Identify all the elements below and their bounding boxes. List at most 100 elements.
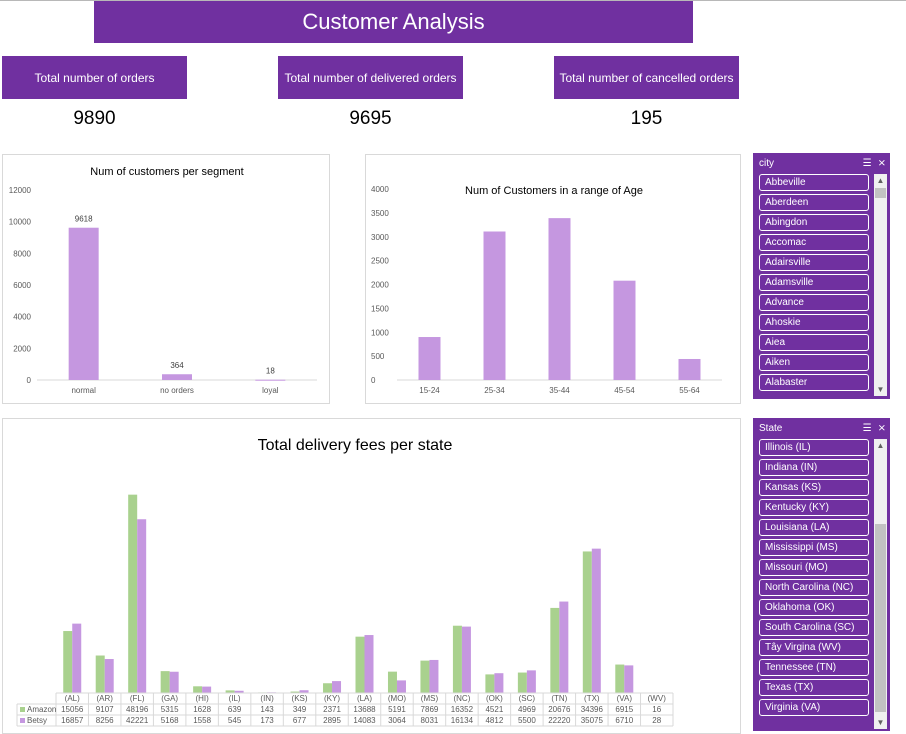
bar-betsy: [137, 519, 147, 693]
bar-betsy: [624, 665, 634, 693]
y-tick-label: 1500: [371, 304, 389, 313]
bar-betsy: [559, 601, 569, 693]
x-tick-label: 15-24: [419, 386, 440, 395]
x-tick-label: (OK): [486, 694, 503, 703]
slicer-item[interactable]: Aiken: [759, 354, 869, 371]
sheet-top-border: [0, 0, 906, 1]
bar-amazon: [485, 674, 495, 693]
y-tick-label: 0: [27, 376, 32, 385]
slicer-item[interactable]: North Carolina (NC): [759, 579, 869, 596]
chart-segment-svg: Num of customers per segment 0 2000 4000 600…: [9, 166, 317, 395]
x-tick-label: (MO): [388, 694, 407, 703]
slicer-item[interactable]: Abbeville: [759, 174, 869, 191]
chart-age[interactable]: Num of Customers in a range of Age 0 500 10…: [365, 154, 741, 404]
slicer-item[interactable]: Kansas (KS): [759, 479, 869, 496]
x-tick-label: (FL): [130, 694, 145, 703]
chart-segment[interactable]: Num of customers per segment 0 2000 4000 600…: [2, 154, 330, 404]
bar-betsy: [494, 673, 504, 693]
slicer-item[interactable]: Alabaster: [759, 374, 869, 391]
kpi-delivered-orders-label: Total number of delivered orders: [278, 56, 463, 99]
bar-betsy: [396, 680, 406, 693]
city-slicer-list: Abbeville Aberdeen Abingdon Accomac Adairsvi…: [759, 174, 869, 394]
bar-amazon: [128, 494, 138, 693]
table-cell: 8031: [421, 716, 439, 725]
slicer-item[interactable]: Aberdeen: [759, 194, 869, 211]
y-tick-label: 3000: [371, 233, 389, 242]
table-cell: 349: [293, 705, 307, 714]
slicer-item[interactable]: Abingdon: [759, 214, 869, 231]
state-slicer-scrollbar[interactable]: ▲ ▼: [874, 439, 887, 729]
slicer-item[interactable]: Louisiana (LA): [759, 519, 869, 536]
slicer-item[interactable]: Indiana (IN): [759, 459, 869, 476]
chart-title: Num of customers per segment: [90, 166, 243, 178]
slicer-item[interactable]: Illinois (IL): [759, 439, 869, 456]
slicer-item[interactable]: Adamsville: [759, 274, 869, 291]
scroll-thumb[interactable]: [875, 524, 886, 712]
kpi-total-orders-value: 9890: [73, 108, 116, 129]
y-tick-label: 2000: [13, 344, 31, 353]
x-tick-label: normal: [71, 386, 96, 395]
table-cell: 173: [260, 716, 274, 725]
clear-filter-icon[interactable]: ⨯: [877, 422, 886, 434]
slicer-item[interactable]: Tây Virgina (WV): [759, 639, 869, 656]
slicer-item[interactable]: Aiea: [759, 334, 869, 351]
slicer-item[interactable]: South Carolina (SC): [759, 619, 869, 636]
table-cell: 9107: [96, 705, 114, 714]
x-tick-label: (HI): [195, 694, 209, 703]
slicer-item[interactable]: Mississippi (MS): [759, 539, 869, 556]
table-cell: 13688: [353, 705, 376, 714]
slicer-item[interactable]: Advance: [759, 294, 869, 311]
slicer-item[interactable]: Tennessee (TN): [759, 659, 869, 676]
scroll-thumb[interactable]: [875, 188, 886, 198]
data-label: 9618: [75, 215, 93, 224]
multi-select-icon[interactable]: ☰: [862, 157, 872, 169]
bar-amazon: [387, 671, 397, 693]
slicer-item[interactable]: Texas (TX): [759, 679, 869, 696]
bar-betsy: [299, 690, 309, 693]
state-slicer-header: State ☰ ⨯: [759, 421, 886, 435]
clear-filter-icon[interactable]: ⨯: [877, 157, 886, 169]
bar-betsy: [591, 548, 601, 693]
slicer-item[interactable]: Ahoskie: [759, 314, 869, 331]
kpi-delivered-orders-value: 9695: [349, 108, 392, 129]
table-cell: 42221: [126, 716, 149, 725]
bar-amazon: [420, 660, 430, 693]
scroll-down-icon[interactable]: ▼: [876, 385, 885, 394]
scroll-down-icon[interactable]: ▼: [876, 718, 885, 727]
y-tick-label: 3500: [371, 209, 389, 218]
slicer-item[interactable]: Accomac: [759, 234, 869, 251]
multi-select-icon[interactable]: ☰: [862, 422, 872, 434]
data-label: 18: [266, 367, 275, 376]
slicer-item[interactable]: Oklahoma (OK): [759, 599, 869, 616]
table-cell: 5168: [161, 716, 179, 725]
bar-amazon: [290, 691, 300, 693]
table-cell: 4812: [485, 716, 503, 725]
slicer-item[interactable]: Missouri (MO): [759, 559, 869, 576]
slicer-item[interactable]: Virginia (VA): [759, 699, 869, 716]
table-cell: 143: [260, 705, 274, 714]
slicer-item[interactable]: Adairsville: [759, 254, 869, 271]
table-cell: 2895: [323, 716, 341, 725]
bar-betsy: [202, 686, 212, 693]
bar-amazon: [95, 655, 105, 693]
bar: [255, 379, 286, 381]
table-cell: 5191: [388, 705, 406, 714]
state-slicer[interactable]: State ☰ ⨯ Illinois (IL) Indiana (IN) Kansa…: [753, 418, 890, 731]
bar-amazon: [615, 664, 625, 693]
table-cell: 8256: [96, 716, 114, 725]
kpi-cancelled-orders-label: Total number of cancelled orders: [554, 56, 739, 99]
city-slicer-scrollbar[interactable]: ▲ ▼: [874, 174, 887, 396]
slicer-item[interactable]: Kentucky (KY): [759, 499, 869, 516]
x-tick-label: (AR): [96, 694, 113, 703]
y-tick-label: 4000: [13, 313, 31, 322]
city-slicer-header: city ☰ ⨯: [759, 156, 886, 170]
bar: [418, 337, 441, 380]
chart-delivery-fees[interactable]: Total delivery fees per state (AL) 15056 16…: [2, 418, 741, 734]
bar-amazon: [225, 690, 235, 693]
bar-amazon: [355, 636, 365, 693]
scroll-up-icon[interactable]: ▲: [876, 441, 885, 450]
scroll-up-icon[interactable]: ▲: [876, 176, 885, 185]
legend-key: [20, 707, 25, 712]
data-label: 364: [170, 361, 184, 370]
city-slicer[interactable]: city ☰ ⨯ Abbeville Aberdeen Abingdon Accoma…: [753, 153, 890, 399]
